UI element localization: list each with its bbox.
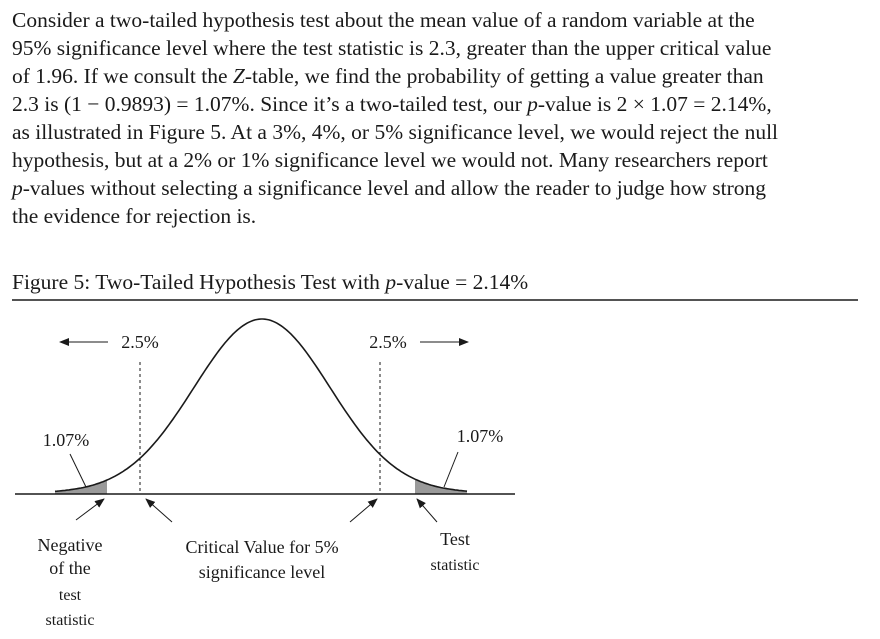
text-run: Figure 5: Two-Tailed Hypothesis Test wit…: [12, 270, 386, 294]
text-line: of 1.96. If we consult the Z-table, we f…: [12, 62, 872, 90]
text-run: -value = 2.14%: [396, 270, 529, 294]
text-run: of 1.96. If we consult the: [12, 64, 233, 88]
text-run: -values without selecting a significance…: [22, 176, 767, 200]
left-tail-area: [55, 480, 107, 494]
tail-label: 2.5%: [369, 332, 407, 352]
italic-run: p: [12, 176, 23, 200]
tail-label: 2.5%: [121, 332, 159, 352]
critical-label: significance level: [199, 562, 325, 582]
negative-label: Negative: [38, 535, 103, 555]
pointer: [69, 453, 87, 488]
text-run: the evidence for rejection is.: [12, 204, 257, 228]
italic-run: Z: [232, 64, 245, 88]
normal-curve: [54, 318, 468, 493]
right-tail-area: [415, 479, 467, 494]
test-label: Test: [440, 529, 470, 549]
paragraph: Consider a two-tailed hypothesis test ab…: [12, 6, 872, 230]
text-run: -table, we find the probability of getti…: [244, 64, 764, 88]
text-run: 2.3 is (1 − 0.9893) = 1.07%. Since it’s …: [12, 92, 528, 116]
text-line: the evidence for rejection is.: [12, 202, 872, 230]
text-run: 95% significance level where the test st…: [12, 36, 772, 60]
arrow: [349, 498, 378, 523]
text-line: 95% significance level where the test st…: [12, 34, 872, 62]
text-line: Consider a two-tailed hypothesis test ab…: [12, 6, 872, 34]
text-line: 2.3 is (1 − 0.9893) = 1.07%. Since it’s …: [12, 90, 872, 118]
text-run: hypothesis, but at a 2% or 1% significan…: [12, 148, 768, 172]
negative-label: statistic: [46, 612, 95, 629]
negative-label: of the: [49, 558, 90, 578]
text-line: hypothesis, but at a 2% or 1% significan…: [12, 146, 872, 174]
italic-run: p: [385, 270, 397, 294]
negative-label: test: [59, 587, 82, 604]
text-line: p-values without selecting a significanc…: [12, 174, 872, 202]
text-run: -value is 2 × 1.07 = 2.14%,: [537, 92, 772, 116]
text-line: as illustrated in Figure 5. At a 3%, 4%,…: [12, 118, 872, 146]
arrow: [145, 498, 173, 523]
area-label: 1.07%: [457, 426, 504, 446]
figure-title: Figure 5: Two-Tailed Hypothesis Test wit…: [12, 270, 528, 295]
arrow: [416, 498, 438, 523]
area-label: 1.07%: [43, 430, 90, 450]
text-run: Consider a two-tailed hypothesis test ab…: [12, 8, 755, 32]
critical-label: Critical Value for 5%: [185, 537, 338, 557]
arrow: [75, 498, 105, 521]
test-label: statistic: [431, 557, 480, 574]
italic-run: p: [527, 92, 538, 116]
text-run: as illustrated in Figure 5. At a 3%, 4%,…: [12, 120, 779, 144]
pointer: [443, 451, 459, 488]
